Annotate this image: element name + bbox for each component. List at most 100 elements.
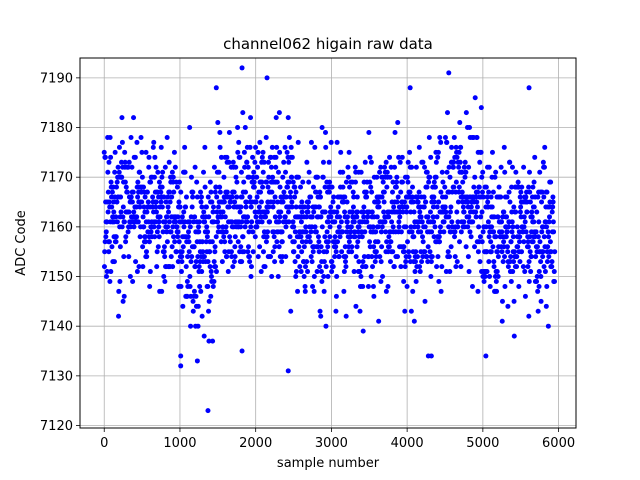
data-point bbox=[354, 194, 360, 200]
data-point bbox=[312, 144, 318, 150]
data-point bbox=[467, 125, 473, 131]
data-point bbox=[528, 269, 534, 275]
data-point bbox=[241, 179, 247, 185]
data-point bbox=[432, 199, 438, 205]
data-point bbox=[411, 318, 417, 324]
data-point bbox=[489, 204, 495, 210]
data-point bbox=[425, 214, 431, 220]
data-point bbox=[339, 249, 345, 255]
data-point bbox=[483, 184, 489, 190]
data-point bbox=[478, 214, 484, 220]
data-point bbox=[334, 274, 340, 280]
data-point bbox=[321, 288, 327, 294]
data-point bbox=[549, 264, 555, 270]
data-point bbox=[265, 159, 271, 165]
data-point bbox=[311, 209, 317, 215]
data-point bbox=[383, 288, 389, 294]
data-point bbox=[114, 219, 120, 225]
data-point bbox=[322, 184, 328, 190]
data-point bbox=[404, 283, 410, 289]
data-point bbox=[116, 313, 122, 319]
data-point bbox=[277, 214, 283, 220]
data-point bbox=[160, 169, 166, 175]
data-point bbox=[415, 194, 421, 200]
data-point bbox=[496, 184, 502, 190]
data-point bbox=[172, 164, 178, 170]
data-point bbox=[547, 239, 553, 245]
data-point bbox=[396, 224, 402, 230]
data-point bbox=[455, 199, 461, 205]
data-point bbox=[442, 184, 448, 190]
data-point bbox=[166, 219, 172, 225]
data-point bbox=[177, 204, 183, 210]
data-point bbox=[213, 264, 219, 270]
data-point bbox=[199, 204, 205, 210]
data-point bbox=[227, 239, 233, 245]
data-point bbox=[536, 269, 542, 275]
data-point bbox=[494, 249, 500, 255]
data-point bbox=[134, 269, 140, 275]
data-point bbox=[390, 179, 396, 185]
data-point bbox=[246, 229, 252, 235]
data-point bbox=[232, 244, 238, 250]
data-point bbox=[328, 214, 334, 220]
data-point bbox=[527, 199, 533, 205]
data-point bbox=[210, 338, 216, 344]
data-point bbox=[332, 219, 338, 225]
data-point bbox=[228, 199, 234, 205]
data-point bbox=[369, 254, 375, 260]
y-tick-label: 7170 bbox=[40, 171, 73, 186]
data-point bbox=[223, 224, 229, 230]
data-point bbox=[258, 199, 264, 205]
data-point bbox=[527, 169, 532, 175]
data-point bbox=[296, 244, 302, 250]
data-point bbox=[340, 169, 346, 175]
data-point bbox=[523, 194, 529, 200]
data-point bbox=[451, 134, 457, 140]
data-point bbox=[213, 234, 219, 240]
data-point bbox=[178, 269, 184, 275]
data-point bbox=[428, 274, 434, 280]
data-point bbox=[514, 264, 520, 270]
data-point bbox=[253, 214, 259, 220]
data-point bbox=[164, 229, 170, 235]
data-point bbox=[158, 144, 164, 150]
data-point bbox=[103, 234, 109, 240]
data-point bbox=[358, 169, 364, 175]
data-point bbox=[411, 209, 417, 215]
data-point bbox=[314, 269, 320, 275]
data-point bbox=[280, 174, 286, 180]
data-point bbox=[457, 120, 463, 126]
data-point bbox=[428, 154, 434, 160]
data-point bbox=[247, 194, 253, 200]
data-point bbox=[539, 229, 545, 235]
data-point bbox=[292, 194, 298, 200]
data-point bbox=[101, 149, 107, 155]
data-point bbox=[367, 154, 373, 160]
data-point bbox=[454, 209, 460, 215]
data-point bbox=[395, 194, 401, 200]
data-point bbox=[187, 125, 193, 131]
data-point bbox=[369, 209, 375, 215]
data-point bbox=[424, 254, 430, 260]
data-point bbox=[254, 194, 260, 200]
data-point bbox=[288, 189, 294, 195]
data-point bbox=[321, 274, 327, 280]
data-point bbox=[541, 194, 547, 200]
data-point bbox=[244, 219, 250, 225]
data-point bbox=[297, 264, 303, 270]
data-point bbox=[511, 204, 517, 210]
data-point bbox=[534, 274, 540, 280]
data-point bbox=[425, 259, 431, 265]
data-point bbox=[533, 254, 539, 260]
data-point bbox=[168, 254, 174, 260]
data-point bbox=[204, 224, 210, 230]
data-point bbox=[461, 219, 467, 225]
data-point bbox=[186, 249, 192, 255]
data-point bbox=[183, 204, 189, 210]
data-point bbox=[235, 239, 241, 245]
data-point bbox=[540, 159, 546, 165]
data-point bbox=[196, 219, 202, 225]
data-point bbox=[524, 209, 530, 215]
data-point bbox=[399, 154, 405, 160]
